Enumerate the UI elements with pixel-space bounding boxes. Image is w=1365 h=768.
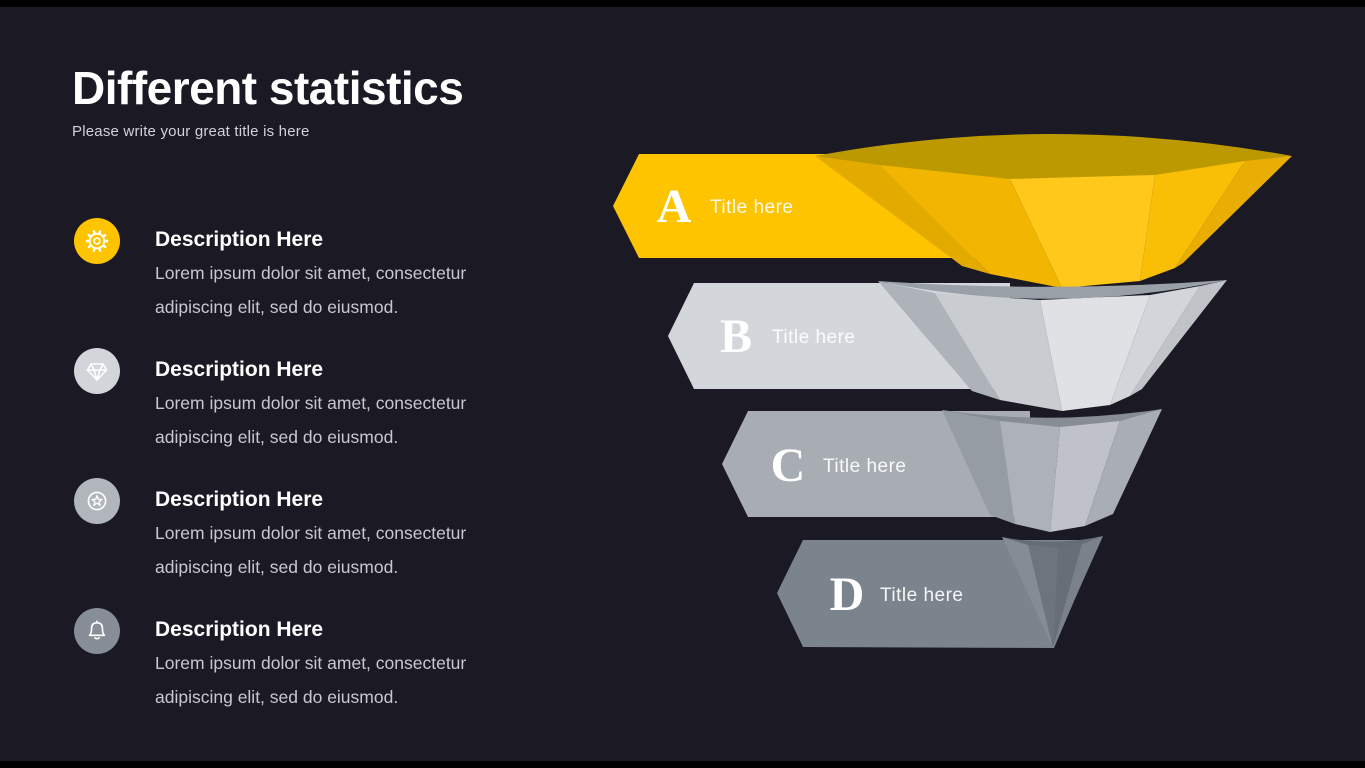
page-title: Different statistics [72,62,464,114]
band-title-d: Title here [880,585,964,606]
list-item: Description Here Lorem ipsum dolor sit a… [74,348,544,478]
funnel-level-b-facets [878,280,1227,411]
band-title-a: Title here [710,197,794,218]
item-body-line: adipiscing elit, sed do eiusmod. [155,557,399,577]
item-heading: Description Here [155,358,324,381]
band-letter-b: B [720,310,752,363]
band-title-b: Title here [772,327,856,348]
diamond-icon [74,348,120,394]
list-item: Description Here Lorem ipsum dolor sit a… [74,608,544,738]
description-list: Description Here Lorem ipsum dolor sit a… [74,218,544,738]
funnel-level-b: B Title here [668,280,1227,411]
item-body-line: Lorem ipsum dolor sit amet, consectetur [155,653,467,673]
band-letter-d: D [830,568,865,621]
item-body-line: adipiscing elit, sed do eiusmod. [155,687,399,707]
funnel-level-d-facets [1002,536,1103,648]
band-letter-c: C [771,439,806,492]
gear-icon [74,218,120,264]
item-heading: Description Here [155,228,324,251]
funnel-level-d: D Title here [777,536,1103,648]
band-letter-a: A [657,180,692,233]
list-item: Description Here Lorem ipsum dolor sit a… [74,218,544,348]
letterbox-top [0,0,1365,7]
funnel-level-a-facets [815,156,1292,288]
band-title-c: Title here [823,456,907,477]
funnel-level-c: C Title here [722,409,1162,532]
page-subtitle: Please write your great title is here [72,123,310,140]
slide-header: Different statistics Please write your g… [72,62,464,142]
funnel-level-c-band [722,411,1030,517]
funnel-level-a: A Title here [613,134,1292,288]
item-body-line: adipiscing elit, sed do eiusmod. [155,427,399,447]
item-heading: Description Here [155,488,324,511]
item-text: Description Here Lorem ipsum dolor sit a… [155,348,466,454]
item-text: Description Here Lorem ipsum dolor sit a… [155,608,466,714]
item-body-line: adipiscing elit, sed do eiusmod. [155,297,399,317]
item-text: Description Here Lorem ipsum dolor sit a… [155,478,466,584]
item-body-line: Lorem ipsum dolor sit amet, consectetur [155,523,467,543]
funnel-level-c-facets [942,409,1162,532]
item-body-line: Lorem ipsum dolor sit amet, consectetur [155,263,467,283]
bell-icon [74,608,120,654]
item-text: Description Here Lorem ipsum dolor sit a… [155,218,466,324]
letterbox-bottom [0,761,1365,768]
item-heading: Description Here [155,618,324,641]
item-body-line: Lorem ipsum dolor sit amet, consectetur [155,393,467,413]
funnel-level-b-rim [878,280,1227,299]
list-item: Description Here Lorem ipsum dolor sit a… [74,478,544,608]
star-circle-icon [74,478,120,524]
funnel-level-a-top [815,134,1292,180]
